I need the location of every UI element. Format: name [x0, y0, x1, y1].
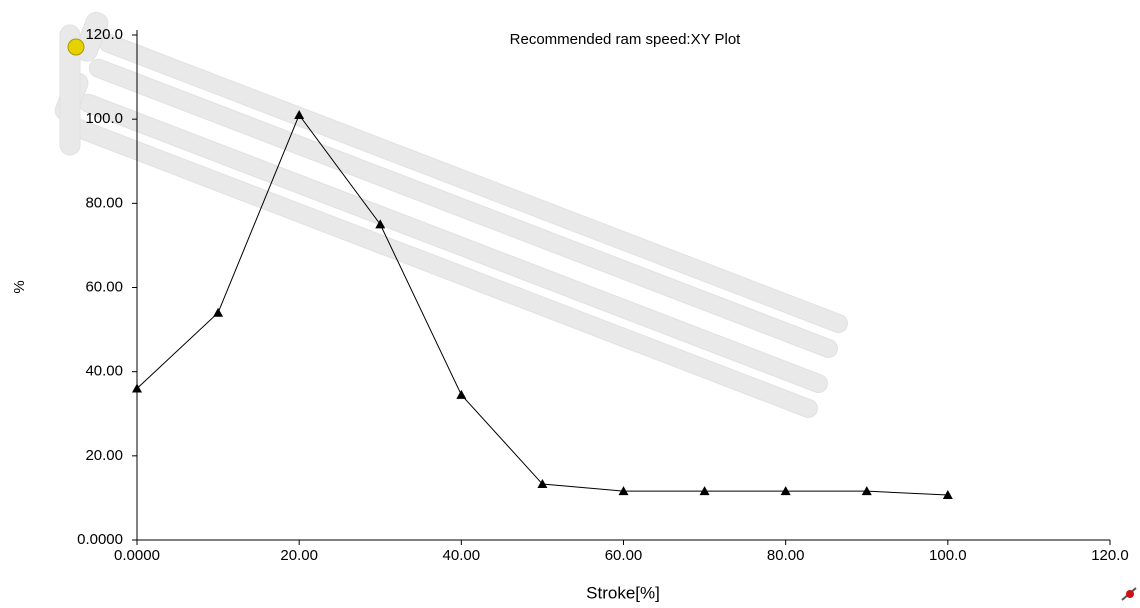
data-point — [861, 486, 872, 496]
data-point — [780, 486, 791, 496]
x-tick-label: 40.00 — [443, 547, 481, 564]
x-tick-label: 80.00 — [767, 547, 805, 564]
y-tick-label: 60.00 — [85, 278, 123, 295]
y-tick-label: 120.0 — [85, 26, 123, 43]
x-tick-label: 60.00 — [605, 547, 643, 564]
y-tick-label: 80.00 — [85, 194, 123, 211]
part-background — [54, 11, 848, 418]
corner-icon — [1121, 587, 1137, 601]
x-tick-label: 20.00 — [280, 547, 318, 564]
x-axis-label: Stroke[%] — [586, 583, 660, 602]
data-point — [213, 307, 224, 317]
y-tick-label: 20.00 — [85, 447, 123, 464]
icon — [67, 38, 85, 56]
x-tick-label: 120.0 — [1091, 547, 1129, 564]
chart-title: Recommended ram speed:XY Plot — [510, 31, 742, 48]
data-point — [942, 489, 953, 499]
data-point — [456, 389, 467, 399]
y-tick-label: 40.00 — [85, 363, 123, 380]
data-point — [132, 383, 142, 393]
data-point — [537, 479, 548, 489]
data-point — [618, 486, 629, 496]
data-point — [294, 109, 305, 119]
y-tick-label: 100.0 — [85, 110, 123, 127]
y-tick-label: 0.0000 — [77, 531, 123, 548]
x-tick-label: 0.0000 — [114, 547, 160, 564]
x-tick-label: 100.0 — [929, 547, 967, 564]
data-point — [375, 219, 386, 229]
y-axis-label: % — [11, 280, 28, 293]
data-point — [699, 486, 710, 496]
